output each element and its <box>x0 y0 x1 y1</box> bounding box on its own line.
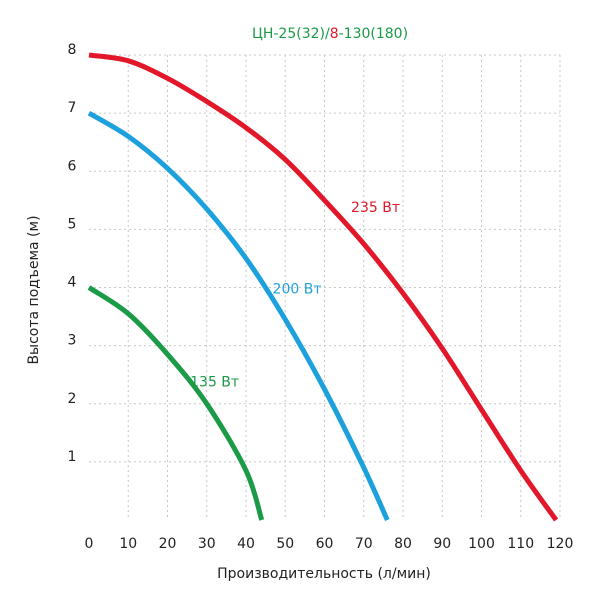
series-line-1 <box>88 52 559 522</box>
x-tick-label: 60 <box>316 536 334 552</box>
title-part-flow: -130(180) <box>339 26 408 42</box>
x-tick-label: 100 <box>468 536 495 552</box>
y-tick-label: 4 <box>68 275 77 291</box>
x-tick-label: 0 <box>85 536 94 552</box>
series-line-3 <box>87 285 265 521</box>
y-tick-label: 5 <box>68 216 77 232</box>
x-tick-label: 110 <box>507 536 534 552</box>
title-part-model: ЦН-25(32)/ <box>252 26 330 42</box>
curve-label: 135 Вт <box>190 374 239 390</box>
x-tick-label: 40 <box>237 536 255 552</box>
curve-label: 235 Вт <box>351 200 400 216</box>
y-tick-labels: 1 2 3 4 5 6 7 8 <box>68 42 77 465</box>
grid <box>89 54 561 520</box>
series-line-2 <box>87 110 390 522</box>
x-tick-label: 70 <box>355 536 373 552</box>
title-part-head: 8 <box>330 26 339 42</box>
x-tick-label: 90 <box>433 536 451 552</box>
y-tick-label: 2 <box>68 391 77 407</box>
y-axis-title: Высота подъема (м) <box>26 215 42 364</box>
y-tick-label: 8 <box>68 42 77 58</box>
x-tick-label: 50 <box>276 536 294 552</box>
y-tick-label: 3 <box>68 333 77 349</box>
x-tick-label: 30 <box>198 536 216 552</box>
x-tick-label: 20 <box>159 536 177 552</box>
y-tick-label: 6 <box>68 158 77 174</box>
x-tick-label: 10 <box>119 536 137 552</box>
chart-title: ЦН-25(32)/8-130(180) <box>252 26 408 42</box>
x-axis-title: Производительность (л/мин) <box>217 566 431 582</box>
curve-label: 200 Вт <box>273 281 322 297</box>
curve-labels: 235 Вт 200 Вт 135 Вт <box>190 200 400 390</box>
y-tick-label: 7 <box>68 100 77 116</box>
x-tick-label: 120 <box>547 536 574 552</box>
x-tick-labels: 0 10 20 30 40 50 60 70 80 90 100 110 120 <box>85 536 574 552</box>
y-tick-label: 1 <box>68 449 77 465</box>
curves <box>87 52 559 522</box>
x-tick-label: 80 <box>394 536 412 552</box>
